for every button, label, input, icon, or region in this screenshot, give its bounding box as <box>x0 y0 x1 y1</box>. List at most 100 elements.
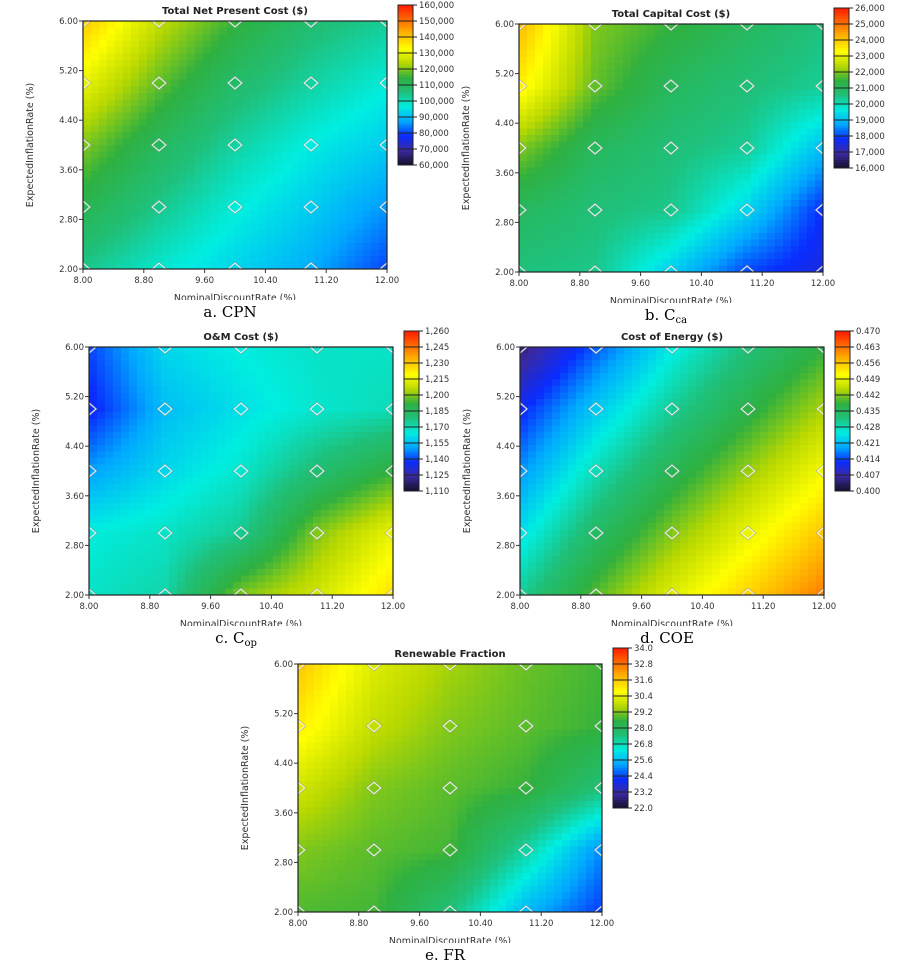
x-tick-label: 10.40 <box>259 602 283 612</box>
heatmap-cell <box>816 360 825 368</box>
heatmap-cell <box>275 171 284 179</box>
heatmap-cell <box>113 575 122 583</box>
heatmap-cell <box>591 63 600 71</box>
heatmap-cell <box>219 105 228 113</box>
heatmap-cell <box>576 360 585 368</box>
heatmap-cell <box>139 60 148 68</box>
heatmap-cell <box>321 542 330 550</box>
data-point-diamond <box>587 265 603 272</box>
heatmap-cell <box>615 226 624 234</box>
heatmap-cell <box>235 53 244 61</box>
heatmap-cell <box>347 229 356 237</box>
heatmap-cell <box>233 392 242 400</box>
heatmap-cell <box>751 232 760 240</box>
heatmap-cell <box>113 568 122 577</box>
heatmap-cell <box>291 158 300 166</box>
heatmap-cell <box>299 21 308 29</box>
heatmap-cell <box>115 216 124 224</box>
heatmap-cell <box>137 418 146 426</box>
heatmap-cell <box>241 477 250 485</box>
heatmap-cell <box>647 89 656 97</box>
heatmap-cell <box>163 47 172 55</box>
heatmap-cell <box>305 575 314 583</box>
heatmap-cell <box>775 232 784 240</box>
heatmap-cell <box>195 158 204 166</box>
heatmap-cell <box>584 366 593 374</box>
heatmap-cell <box>249 457 258 466</box>
heatmap-cell <box>107 190 116 198</box>
heatmap-cell <box>217 542 226 550</box>
heatmap-cell <box>799 24 808 32</box>
data-point-diamond <box>739 203 755 217</box>
heatmap-cell <box>631 128 640 136</box>
heatmap-cell <box>816 366 825 374</box>
heatmap-cell <box>297 418 306 426</box>
heatmap-cell <box>551 141 560 149</box>
heatmap-cell <box>121 347 130 355</box>
heatmap-cell <box>115 184 124 192</box>
heatmap-cell <box>313 516 322 524</box>
heatmap-cell <box>273 425 282 433</box>
heatmap-cell <box>289 516 298 524</box>
heatmap-cell <box>273 516 282 524</box>
heatmap-cell <box>695 252 704 260</box>
heatmap-cell <box>155 60 164 68</box>
heatmap-cell <box>377 516 386 524</box>
heatmap-cell <box>703 115 712 123</box>
heatmap-cell <box>267 236 276 244</box>
heatmap-cell <box>815 76 824 84</box>
heatmap-cell <box>655 265 664 273</box>
heatmap-cell <box>83 92 92 100</box>
data-point-diamond <box>739 265 755 272</box>
heatmap-cell <box>97 497 106 505</box>
heatmap-cell <box>283 223 292 231</box>
heatmap-cell <box>583 128 592 136</box>
heatmap-cell <box>273 575 282 583</box>
heatmap-cell <box>233 568 242 577</box>
heatmap-cell <box>123 151 132 159</box>
heatmap-cell <box>663 115 672 123</box>
heatmap-cell <box>281 490 290 498</box>
data-point-diamond <box>157 347 173 354</box>
heatmap-cell <box>799 180 808 188</box>
heatmap-cell <box>583 56 592 64</box>
heatmap-cell <box>89 405 98 413</box>
heatmap-cell <box>377 405 386 413</box>
heatmap-cell <box>720 360 729 368</box>
heatmap-cell <box>591 108 600 116</box>
heatmap-cell <box>527 167 536 175</box>
heatmap-cell <box>535 219 544 227</box>
heatmap-cell <box>791 187 800 195</box>
heatmap-cell <box>107 145 116 153</box>
heatmap-cell <box>251 92 260 100</box>
heatmap-cell <box>107 99 116 107</box>
heatmap-cell <box>815 108 824 116</box>
heatmap-cell <box>115 21 124 29</box>
heatmap-cell <box>187 92 196 100</box>
heatmap-cell <box>751 24 760 32</box>
heatmap-cell <box>131 236 140 244</box>
heatmap-cell <box>687 167 696 175</box>
colorbar-segment <box>404 469 419 473</box>
colorbar-segment <box>398 162 413 166</box>
heatmap-cell <box>241 490 250 498</box>
heatmap-cell <box>281 353 290 361</box>
data-point-diamond <box>157 464 173 478</box>
heatmap-cell <box>671 134 680 143</box>
heatmap-cell <box>583 43 592 51</box>
heatmap-cell <box>583 174 592 182</box>
heatmap-cell <box>663 161 672 169</box>
heatmap-cell <box>163 190 172 198</box>
heatmap-cell <box>83 151 92 159</box>
colorbar-tick-label: 20,000 <box>855 100 885 110</box>
heatmap-cell <box>559 37 568 45</box>
heatmap-cell <box>567 226 576 234</box>
heatmap-cell <box>107 138 116 146</box>
heatmap-cell <box>147 223 156 231</box>
heatmap-cell <box>800 360 809 368</box>
heatmap-cell <box>225 386 234 394</box>
heatmap-cell <box>139 138 148 146</box>
heatmap-cell <box>297 555 306 563</box>
heatmap-cell <box>800 366 809 374</box>
colorbar-segment <box>398 151 413 155</box>
